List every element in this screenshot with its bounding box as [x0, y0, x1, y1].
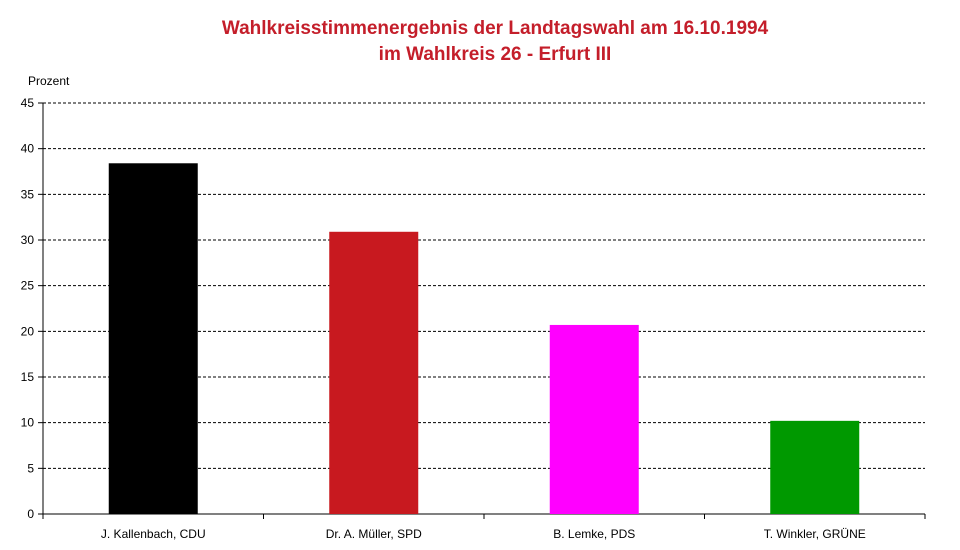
chart-title: Wahlkreisstimmenergebnis der Landtagswah… [221, 18, 769, 39]
y-tick-label: 35 [21, 187, 35, 201]
bar [549, 324, 639, 514]
y-tick-label: 15 [21, 370, 35, 384]
y-tick-label: 25 [21, 279, 35, 293]
x-tick-label: B. Lemke, PDS [553, 527, 635, 541]
x-tick-label: Dr. A. Müller, SPD [326, 527, 422, 541]
bar [770, 420, 860, 514]
y-tick-label: 5 [27, 461, 34, 475]
y-tick-label: 30 [21, 233, 35, 247]
bar [108, 163, 198, 514]
y-tick-label: 20 [21, 324, 35, 338]
y-tick-label: 40 [21, 142, 35, 156]
bar [329, 231, 419, 514]
y-axis-label: Prozent [28, 74, 70, 88]
y-tick-label: 0 [27, 507, 34, 521]
x-tick-label: J. Kallenbach, CDU [101, 527, 206, 541]
y-tick-label: 10 [21, 416, 35, 430]
chart-title-block: Wahlkreisstimmenergebnis der Landtagswah… [0, 16, 960, 68]
y-tick-label: 45 [21, 96, 35, 110]
x-tick-label: T. Winkler, GRÜNE [764, 527, 866, 541]
chart-subtitle: im Wahlkreis 26 - Erfurt III [378, 44, 612, 65]
